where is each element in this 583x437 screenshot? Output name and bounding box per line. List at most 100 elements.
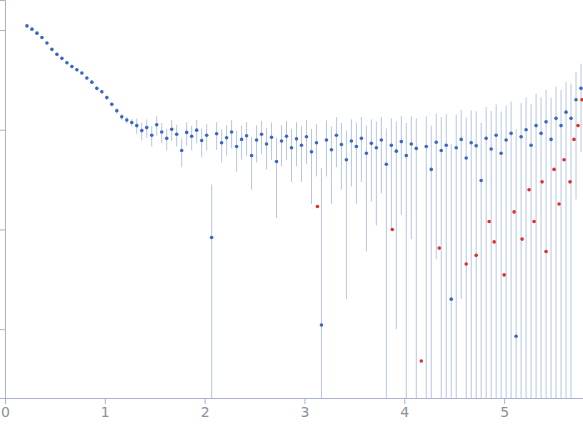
point: [509, 132, 513, 136]
error-bar: [241, 126, 242, 160]
point: [55, 53, 59, 57]
error-bar: [216, 122, 217, 150]
point: [409, 142, 413, 146]
point: [469, 141, 473, 145]
error-bar: [526, 98, 527, 398]
x-tick: 1: [101, 398, 110, 420]
point: [484, 137, 488, 141]
point: [125, 118, 129, 122]
point: [205, 133, 209, 137]
point: [90, 80, 94, 84]
point: [145, 126, 149, 130]
y-tick: [0, 329, 5, 330]
error-bar: [406, 123, 407, 398]
error-bar: [491, 111, 492, 398]
error-bar: [496, 104, 497, 398]
y-axis-line: [0, 1, 6, 399]
point: [569, 117, 573, 121]
point: [580, 98, 583, 102]
error-bar: [221, 129, 222, 162]
error-bar: [311, 129, 312, 204]
point: [30, 27, 34, 31]
point: [75, 68, 79, 72]
point: [559, 124, 563, 128]
point: [419, 359, 423, 363]
plot: 012345: [0, 1, 583, 420]
point: [576, 124, 580, 128]
point: [35, 31, 39, 35]
error-bar: [481, 123, 482, 398]
point: [165, 137, 169, 141]
error-bar: [381, 117, 382, 194]
point: [270, 135, 274, 139]
point: [180, 149, 184, 153]
point: [325, 138, 329, 142]
point: [532, 220, 536, 224]
y-axis: [0, 1, 6, 399]
error-bar: [401, 116, 402, 215]
error-bar: [516, 129, 517, 398]
point: [115, 109, 119, 113]
x-tick: 0: [1, 398, 10, 420]
point: [45, 41, 49, 45]
point: [424, 145, 428, 149]
point: [185, 131, 189, 135]
point: [519, 135, 523, 139]
point: [504, 138, 508, 142]
point: [120, 115, 124, 119]
error-bar: [446, 114, 447, 398]
point: [316, 205, 320, 209]
error-bar: [201, 128, 202, 157]
point: [255, 138, 259, 142]
point: [160, 130, 164, 134]
point: [549, 138, 553, 142]
point: [260, 132, 264, 136]
point: [170, 128, 174, 132]
point: [360, 137, 364, 141]
point: [25, 24, 29, 28]
point: [405, 154, 409, 158]
error-bar: [471, 110, 472, 398]
series-points: [25, 24, 583, 338]
x-axis: 012345: [1, 398, 583, 420]
point: [390, 143, 394, 147]
point: [350, 139, 354, 143]
point: [245, 134, 249, 138]
point: [175, 132, 179, 136]
point: [414, 147, 418, 151]
error-bar: [451, 144, 452, 398]
point: [305, 135, 309, 139]
point: [40, 36, 44, 40]
error-bar: [571, 84, 572, 398]
point: [210, 236, 214, 240]
point: [552, 168, 556, 172]
point: [544, 250, 548, 254]
point: [494, 133, 498, 137]
point: [345, 158, 349, 162]
error-bar: [321, 168, 322, 398]
x-tick-label: 5: [500, 404, 509, 420]
point: [50, 48, 54, 52]
point: [100, 90, 104, 94]
error-bar: [536, 94, 537, 398]
point: [315, 141, 319, 145]
error-bar: [511, 101, 512, 398]
error-bar: [281, 125, 282, 166]
point: [275, 160, 279, 164]
error-bar: [346, 131, 347, 300]
point: [434, 140, 438, 144]
error-bar: [376, 121, 377, 225]
point: [534, 124, 538, 128]
error-bar: [521, 103, 522, 398]
error-bar: [556, 87, 557, 398]
error-bar: [546, 90, 547, 398]
point: [502, 273, 506, 277]
error-bar: [226, 125, 227, 155]
point: [85, 76, 89, 80]
error-bar: [426, 116, 427, 398]
y-tick-mark: [0, 130, 5, 131]
error-bar: [566, 82, 567, 398]
point: [300, 143, 304, 147]
point: [544, 120, 548, 124]
x-axis-line: [6, 399, 583, 405]
